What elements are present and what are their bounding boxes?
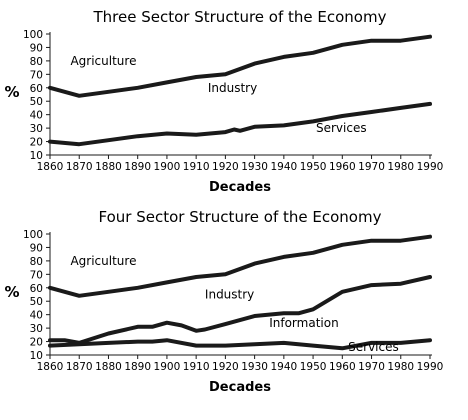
chart2-series-line-information xyxy=(48,338,432,351)
chart1-y-tick-label: 80 xyxy=(30,56,43,68)
chart1-x-tick-label: 1940 xyxy=(270,161,297,173)
chart2-sector-label-agriculture: Agriculture xyxy=(70,254,136,268)
chart1-sector-label-industry: Industry xyxy=(208,81,257,95)
chart1-y-tick-label: 90 xyxy=(30,42,43,54)
chart2-series-line-agriculture xyxy=(48,234,432,298)
chart1-series-line-agriculture xyxy=(48,34,432,98)
chart1-x-tick-label: 1880 xyxy=(95,161,122,173)
chart1-x-tick-label: 1930 xyxy=(241,161,268,173)
chart2-x-tick-label: 1900 xyxy=(154,361,181,373)
chart2-x-tick-label: 1910 xyxy=(183,361,210,373)
chart2-y-tick-label: 30 xyxy=(30,323,43,335)
chart1-y-tick-label: 60 xyxy=(30,83,43,95)
chart2-sector-label-services: Services xyxy=(348,340,399,354)
chart2-x-tick-label: 1970 xyxy=(358,361,385,373)
chart1-x-tick-label: 1890 xyxy=(124,161,151,173)
chart2-y-tick-label: 10 xyxy=(30,350,43,362)
chart2-y-tick-label: 60 xyxy=(30,283,43,295)
chart1-x-tick-label: 1910 xyxy=(183,161,210,173)
chart2-x-tick-label: 1960 xyxy=(329,361,356,373)
chart2-series-line-industry xyxy=(48,275,432,345)
chart2-y-tick-label: 80 xyxy=(30,256,43,268)
chart1-y-tick-label: 30 xyxy=(30,123,43,135)
chart2-y-tick-label: 90 xyxy=(30,242,43,254)
chart1-y-tick-label: 50 xyxy=(30,96,43,108)
chart2-x-tick-label: 1920 xyxy=(212,361,239,373)
chart2-y-tick-label: 20 xyxy=(30,337,43,349)
chart2-x-tick-label: 1870 xyxy=(66,361,93,373)
chart1-sector-label-agriculture: Agriculture xyxy=(70,54,136,68)
chart1-series-line-industry xyxy=(48,101,432,147)
chart2-sector-label-industry: Industry xyxy=(205,288,254,302)
chart1-x-tick-label: 1870 xyxy=(66,161,93,173)
chart2-title: Four Sector Structure of the Economy xyxy=(99,208,382,226)
chart1-y-axis-label: % xyxy=(4,83,19,101)
chart2-y-tick-label: 40 xyxy=(30,310,43,322)
chart2-x-tick-label: 1950 xyxy=(300,361,327,373)
chart2-x-axis-label: Decades xyxy=(209,380,271,395)
chart1-y-tick-label: 100 xyxy=(23,29,43,41)
chart2-y-tick-label: 100 xyxy=(23,229,43,241)
chart1-x-tick-label: 1920 xyxy=(212,161,239,173)
chart2-x-tick-label: 1930 xyxy=(241,361,268,373)
chart2-x-tick-label: 1890 xyxy=(124,361,151,373)
chart1-y-tick-label: 40 xyxy=(30,110,43,122)
chart2-y-axis-label: % xyxy=(4,283,19,301)
chart1-x-tick-label: 1960 xyxy=(329,161,356,173)
chart1-x-tick-label: 1990 xyxy=(417,161,444,173)
chart1-title: Three Sector Structure of the Economy xyxy=(93,8,387,26)
chart1-sector-label-services: Services xyxy=(316,121,367,135)
chart1-y-tick-label: 10 xyxy=(30,150,43,162)
chart2-x-tick-label: 1980 xyxy=(387,361,414,373)
chart1-y-tick-label: 20 xyxy=(30,137,43,149)
chart1-x-tick-label: 1900 xyxy=(154,161,181,173)
chart1-x-tick-label: 1980 xyxy=(387,161,414,173)
chart1-x-axis-label: Decades xyxy=(209,180,271,195)
chart2-x-tick-label: 1860 xyxy=(37,361,64,373)
chart1-x-tick-label: 1970 xyxy=(358,161,385,173)
chart2-sector-label-information: Information xyxy=(269,316,338,330)
chart2-y-tick-label: 50 xyxy=(30,296,43,308)
chart2-x-tick-label: 1880 xyxy=(95,361,122,373)
chart2-x-tick-label: 1990 xyxy=(417,361,444,373)
chart1-x-tick-label: 1860 xyxy=(37,161,64,173)
chart1-x-tick-label: 1950 xyxy=(300,161,327,173)
chart2-x-tick-label: 1940 xyxy=(270,361,297,373)
chart2-y-tick-label: 70 xyxy=(30,269,43,281)
chart1-y-tick-label: 70 xyxy=(30,69,43,81)
